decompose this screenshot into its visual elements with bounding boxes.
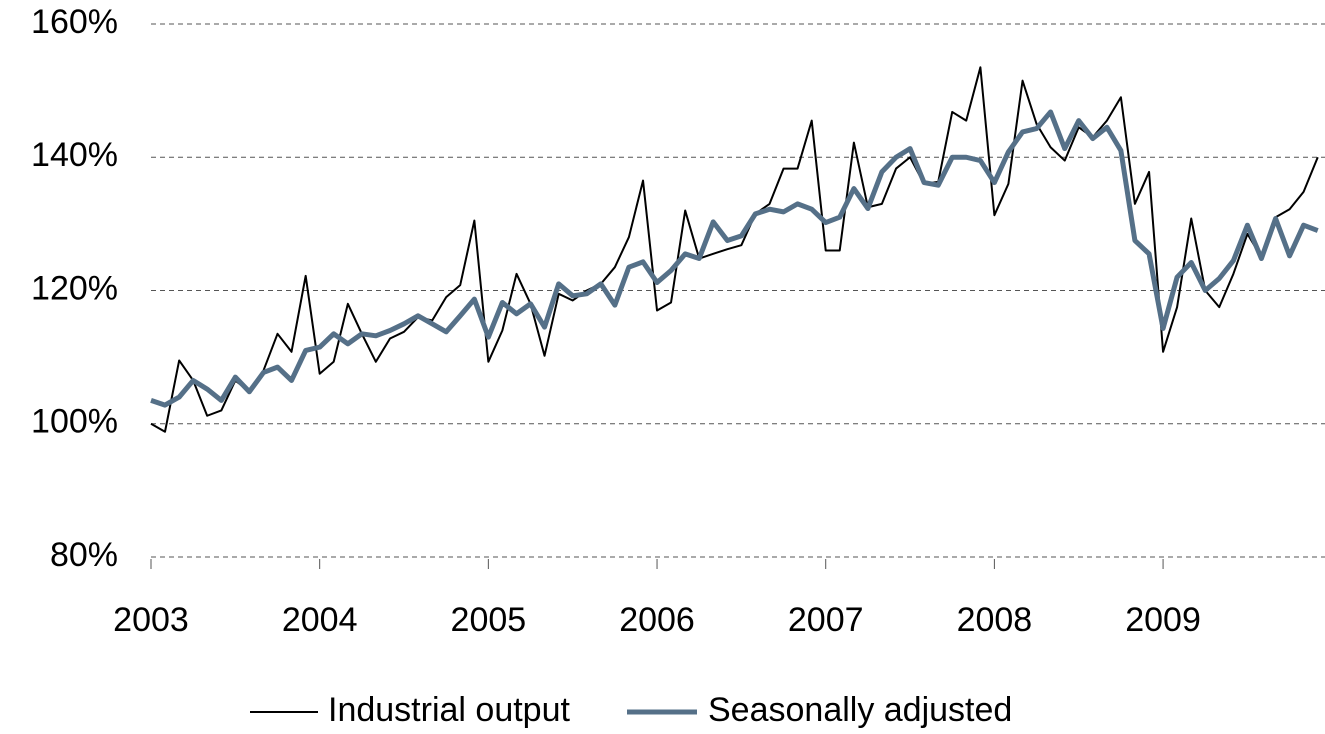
- x-tick-label: 2007: [788, 601, 864, 639]
- x-tick-label: 2006: [619, 601, 695, 639]
- y-tick-label: 160%: [31, 3, 118, 41]
- legend-label: Industrial output: [328, 691, 570, 729]
- line-series: [150, 109, 1319, 408]
- x-tick-label: 2003: [113, 601, 189, 639]
- x-tick-label: 2005: [451, 601, 527, 639]
- y-tick-label: 140%: [31, 136, 118, 174]
- legend-label: Seasonally adjusted: [708, 691, 1012, 729]
- x-tick-label: 2004: [282, 601, 358, 639]
- line-series: [150, 66, 1319, 433]
- y-tick-label: 100%: [31, 403, 118, 441]
- y-tick-label: 120%: [31, 269, 118, 307]
- x-tick-label: 2009: [1125, 601, 1201, 639]
- x-tick-label: 2008: [957, 601, 1033, 639]
- y-tick-label: 80%: [50, 536, 118, 574]
